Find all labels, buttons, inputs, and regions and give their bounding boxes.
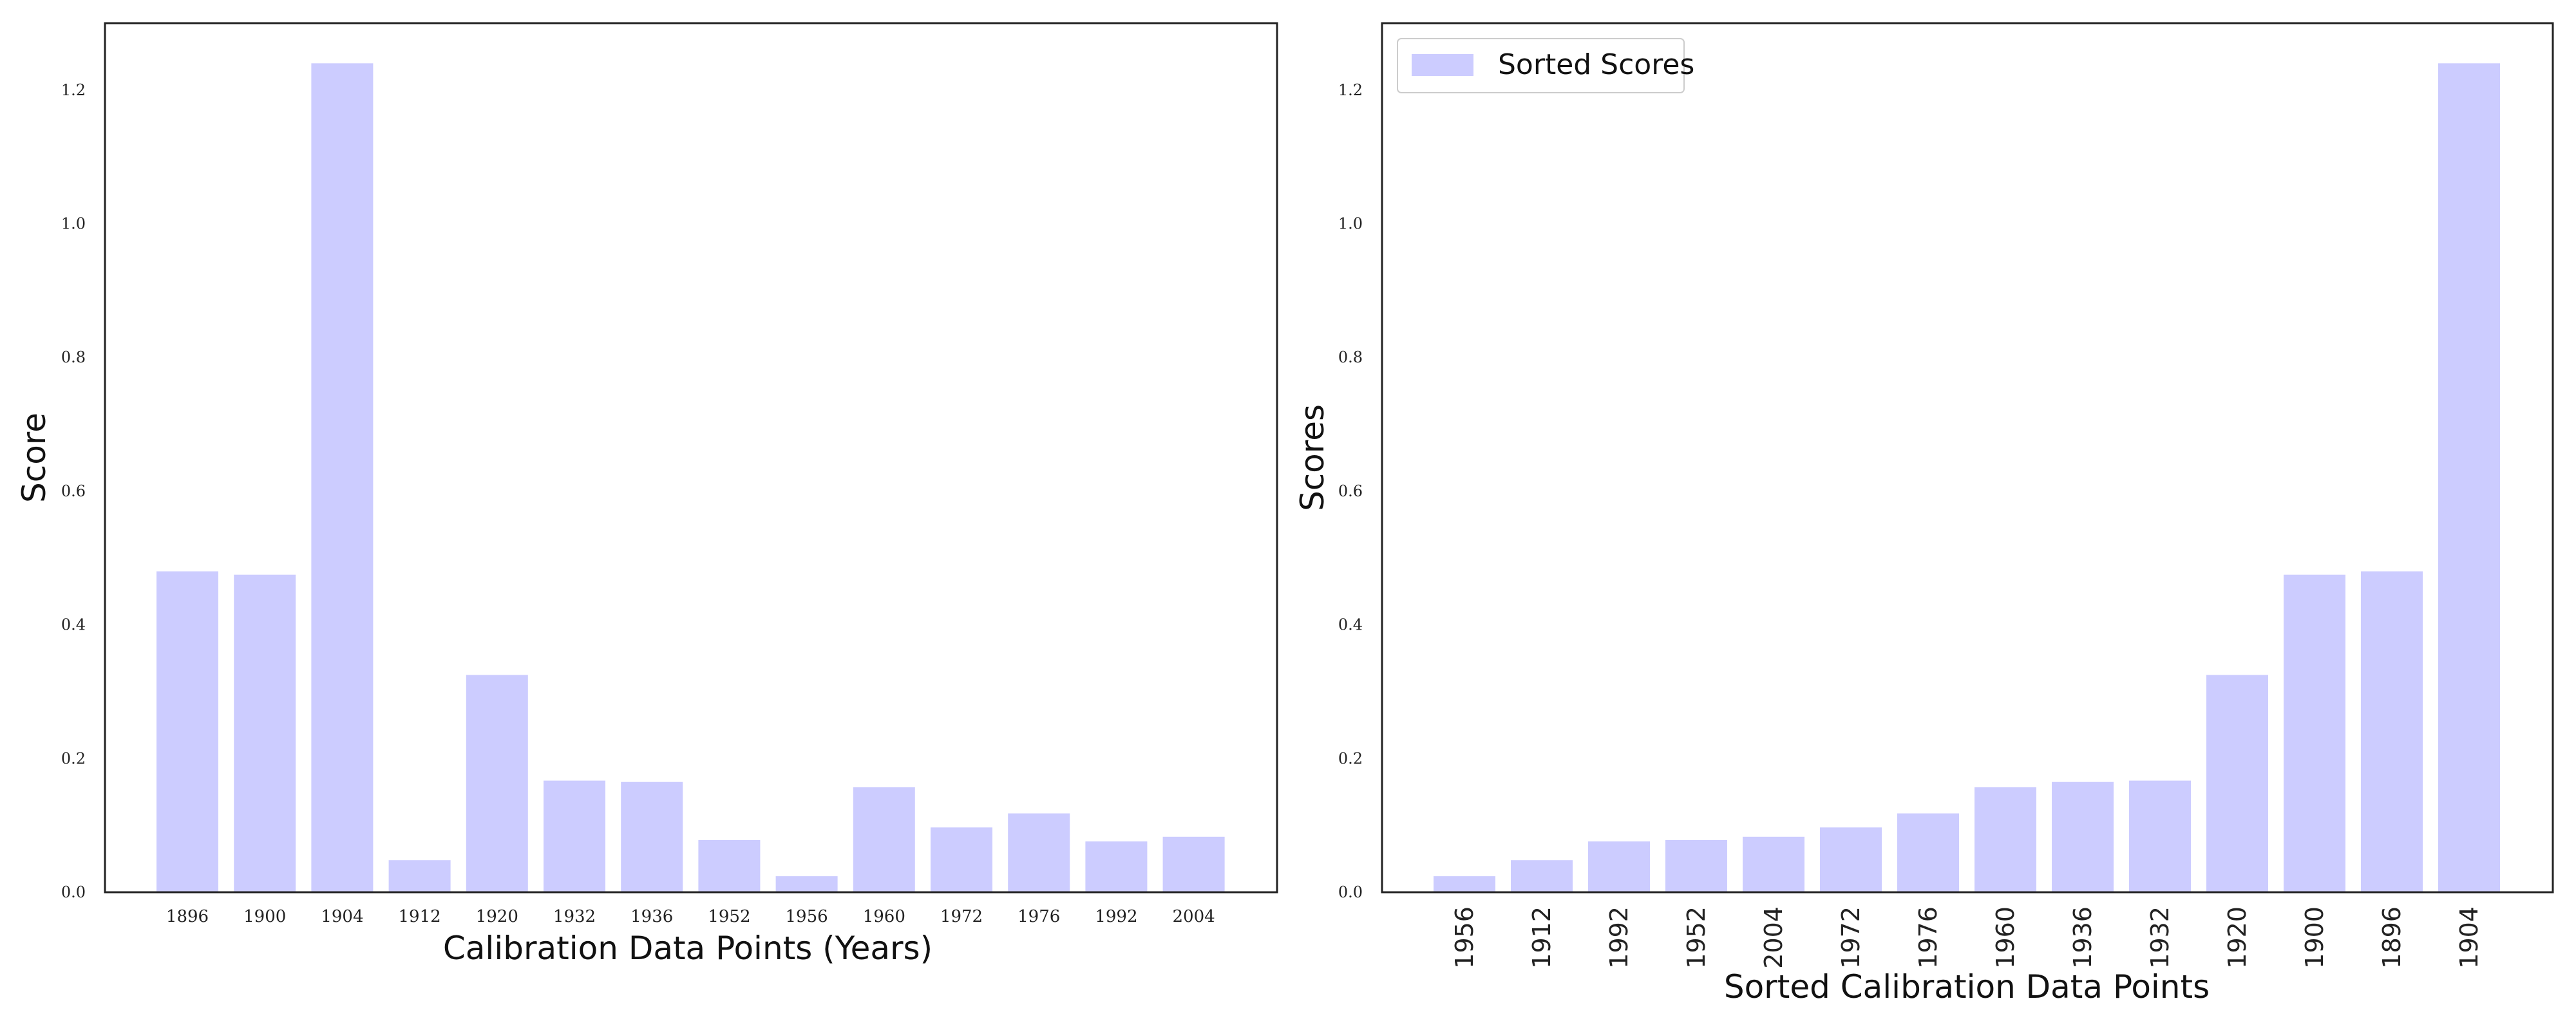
legend-label: Sorted Scores (1498, 48, 1694, 81)
x-tick-label-1920: 1920 (476, 907, 518, 926)
left-y-ticks: 0.0 0.2 0.4 0.6 0.8 1.0 1.2 (61, 81, 86, 901)
left-axes-frame (104, 22, 1278, 894)
left-y-axis-label: Score (15, 413, 53, 503)
x-tick-label-1976: 1976 (1914, 906, 1942, 969)
x-tick-label-1896: 1896 (2378, 906, 2406, 969)
x-tick-label-1960: 1960 (863, 907, 905, 926)
bar-1992 (1085, 841, 1148, 892)
bar-1972 (1820, 827, 1882, 892)
bar-1976 (1897, 813, 1959, 892)
bar-1956 (775, 876, 838, 892)
y-tick-label: 0.8 (1338, 348, 1363, 366)
bar-1992 (1588, 841, 1650, 892)
bar-1920 (2206, 675, 2268, 892)
x-tick-label-1960: 1960 (1991, 906, 2020, 969)
y-tick-label: 0.6 (61, 482, 86, 500)
y-tick-label: 1.2 (61, 81, 86, 99)
x-tick-label-1992: 1992 (1095, 907, 1137, 926)
x-tick-label-2004: 2004 (1173, 907, 1215, 926)
bar-1896 (2361, 571, 2423, 892)
y-tick-label: 1.2 (1338, 81, 1363, 99)
left-x-ticks: 1896 1900 1904 1912 1920 1932 1936 1952 1956 1960… (166, 907, 1215, 926)
x-tick-label-1952: 1952 (708, 907, 750, 926)
chart-right: 0.0 0.2 0.4 0.6 0.8 1.0 1.2 1956 1912 1992 1952 20… (1294, 22, 2554, 1006)
y-tick-label: 1.0 (1338, 215, 1363, 233)
x-tick-label-1912: 1912 (399, 907, 441, 926)
bar-1912 (388, 860, 451, 892)
y-tick-label: 0.4 (61, 616, 86, 634)
right-y-ticks: 0.0 0.2 0.4 0.6 0.8 1.0 1.2 (1338, 81, 1363, 901)
x-tick-label-1972: 1972 (940, 907, 983, 926)
chart-left: 0.0 0.2 0.4 0.6 0.8 1.0 1.2 1896 1900 1904 1912 19… (15, 22, 1278, 967)
legend-box (1397, 38, 1685, 93)
bar-1956 (1434, 876, 1495, 892)
bar-1920 (466, 675, 528, 892)
legend-swatch (1412, 54, 1473, 76)
x-tick-label-1900: 1900 (243, 907, 286, 926)
x-tick-label-1992: 1992 (1605, 906, 1633, 969)
bar-2004 (1162, 836, 1225, 892)
x-tick-label-1956: 1956 (1450, 906, 1479, 969)
right-x-ticks: 1956 1912 1992 1952 2004 1972 1976 1960 1936 1932… (1450, 906, 2483, 969)
x-tick-label-1972: 1972 (1837, 906, 1865, 969)
x-tick-label-1932: 1932 (2146, 906, 2174, 969)
bar-1952 (1665, 840, 1727, 892)
right-x-axis-label: Sorted Calibration Data Points (1724, 968, 2210, 1006)
y-tick-label: 0.0 (1338, 883, 1363, 901)
bar-1904 (2438, 63, 2500, 892)
x-tick-label-1900: 1900 (2300, 906, 2329, 969)
x-tick-label-1952: 1952 (1682, 906, 1710, 969)
bar-1960 (1975, 787, 2036, 892)
bar-1936 (621, 782, 683, 892)
x-tick-label-2004: 2004 (1759, 906, 1788, 969)
left-bars (156, 63, 1225, 892)
bar-1912 (1511, 860, 1573, 892)
x-tick-label-1976: 1976 (1018, 907, 1060, 926)
bar-1932 (2129, 780, 2191, 892)
x-tick-label-1904: 1904 (2455, 906, 2483, 969)
right-y-axis-label: Scores (1294, 404, 1331, 511)
legend: Sorted Scores (1397, 38, 1694, 93)
x-tick-label-1904: 1904 (321, 907, 363, 926)
y-tick-label: 0.6 (1338, 482, 1363, 500)
bar-1900 (2284, 574, 2345, 892)
y-tick-label: 0.8 (61, 348, 86, 366)
x-tick-label-1956: 1956 (786, 907, 828, 926)
bar-1952 (698, 840, 761, 892)
right-bars (1434, 63, 2500, 892)
x-tick-label-1936: 1936 (2069, 906, 2097, 969)
bar-1976 (1008, 813, 1070, 892)
x-tick-label-1932: 1932 (553, 907, 596, 926)
bar-1900 (234, 574, 296, 892)
bar-1972 (931, 827, 992, 892)
bar-2004 (1743, 836, 1804, 892)
y-tick-label: 0.4 (1338, 616, 1363, 634)
y-tick-label: 0.0 (61, 883, 86, 901)
bar-1896 (156, 571, 218, 892)
bar-1932 (544, 780, 605, 892)
bar-1936 (2052, 782, 2114, 892)
left-x-axis-label: Calibration Data Points (Years) (443, 930, 933, 967)
y-tick-label: 0.2 (61, 749, 86, 767)
bar-1904 (311, 63, 374, 892)
right-axes-frame (1381, 22, 2554, 894)
x-tick-label-1920: 1920 (2223, 906, 2251, 969)
bar-1960 (853, 787, 915, 892)
y-tick-label: 0.2 (1338, 749, 1363, 767)
x-tick-label-1912: 1912 (1528, 906, 1556, 969)
x-tick-label-1936: 1936 (630, 907, 673, 926)
y-tick-label: 1.0 (61, 215, 86, 233)
x-tick-label-1896: 1896 (166, 907, 209, 926)
